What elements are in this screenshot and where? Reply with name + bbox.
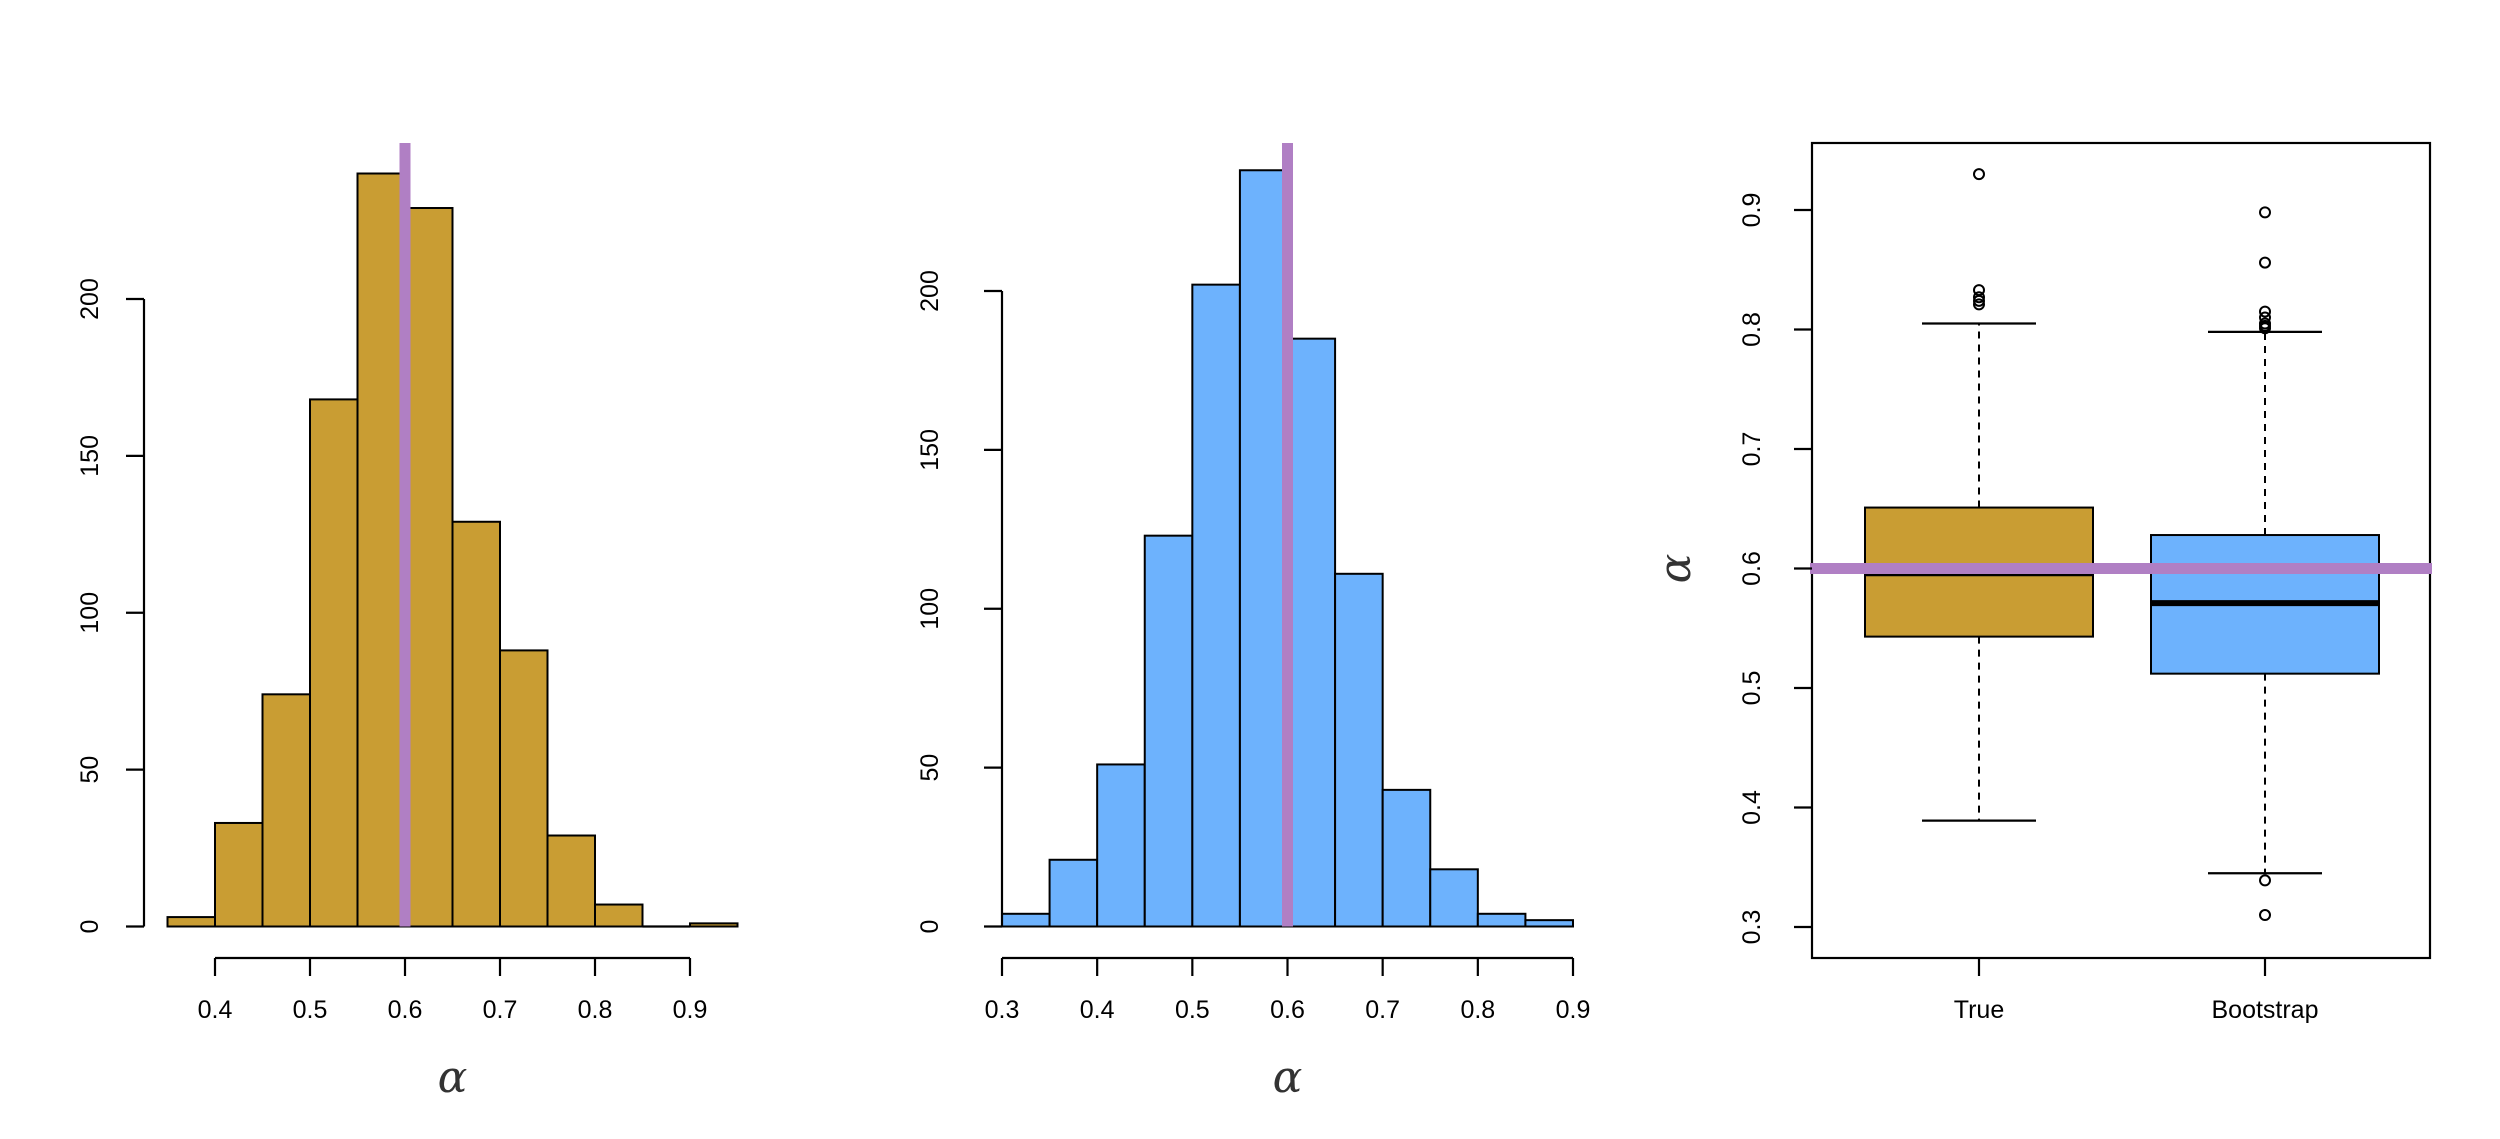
true-distribution-histogram: 0.4 0.5 0.6 0.7 0.8 0.9 0 50 100 150 200 α — [76, 143, 739, 1103]
histogram-bar — [451, 520, 501, 928]
y-tick-label: 0.8 — [1738, 312, 1766, 347]
histogram-bar — [546, 834, 596, 928]
y-tick-label: 0 — [916, 920, 944, 934]
y-tick-label: 0.4 — [1738, 790, 1766, 825]
y-tick-label: 200 — [76, 278, 104, 320]
x-tick-label: 0.8 — [578, 996, 613, 1024]
histogram-bar — [1429, 868, 1479, 928]
y-tick-label: 0.3 — [1738, 910, 1766, 945]
bootstrap-distribution-histogram: 0.3 0.4 0.5 0.6 0.7 0.8 0.9 0 50 100 150 200 α — [916, 143, 1590, 1103]
y-tick-label: 100 — [916, 588, 944, 630]
outlier-point — [2259, 317, 2271, 330]
outlier-point — [1973, 298, 1985, 311]
histogram-bar — [1048, 858, 1099, 928]
x-tick-label: 0.7 — [1365, 996, 1400, 1024]
y-tick-label: 0.6 — [1738, 551, 1766, 586]
histogram-bar — [1476, 912, 1527, 928]
boxplot-true — [1864, 168, 2094, 822]
histogram-bar — [1143, 534, 1194, 928]
outlier-point — [2259, 909, 2271, 922]
x-tick-label: 0.4 — [1080, 996, 1115, 1024]
histogram-bar — [594, 903, 644, 928]
histogram-bar — [1001, 912, 1051, 928]
histogram-bar — [1191, 283, 1241, 928]
histogram-bar — [166, 916, 216, 928]
y-axis-title: α — [1650, 554, 1701, 584]
x-axis-title: α — [438, 1052, 468, 1103]
y-tick-label: 150 — [76, 435, 104, 477]
x-tick-label: 0.5 — [293, 996, 328, 1024]
y-tick-label: 0.5 — [1738, 671, 1766, 706]
y-tick-label: 0.7 — [1738, 432, 1766, 467]
boxplot-bootstrap — [2150, 206, 2380, 922]
histogram-bar — [689, 922, 739, 928]
x-tick-label: 0.9 — [673, 996, 708, 1024]
outlier-point — [2259, 206, 2271, 219]
histogram-bar — [1286, 337, 1337, 928]
histogram-bar — [404, 207, 454, 928]
y-tick-label: 50 — [76, 756, 104, 784]
x-tick-label: 0.7 — [483, 996, 518, 1024]
x-tick-label: 0.6 — [388, 996, 423, 1024]
y-tick-label: 0.9 — [1738, 193, 1766, 228]
outlier-point — [2259, 305, 2271, 318]
y-tick-label: 100 — [76, 592, 104, 634]
category-label: True — [1954, 996, 2004, 1024]
outlier-point — [1973, 291, 1985, 304]
x-tick-label: 0.6 — [1270, 996, 1305, 1024]
histogram-bar — [1381, 788, 1432, 928]
x-tick-label: 0.3 — [985, 996, 1020, 1024]
x-tick-label: 0.5 — [1175, 996, 1210, 1024]
x-axis-title: α — [1273, 1052, 1303, 1103]
y-tick-label: 0 — [76, 920, 104, 934]
y-tick-label: 200 — [916, 270, 944, 312]
outlier-point — [1973, 284, 1985, 297]
outlier-point — [2259, 874, 2271, 887]
y-tick-label: 150 — [916, 429, 944, 471]
histogram-bar — [1334, 572, 1384, 928]
histogram-bar — [499, 649, 549, 928]
alpha-boxplot-comparison: 0.3 0.4 0.5 0.6 0.7 0.8 0.9 True Bootstrap α — [1650, 141, 2432, 1024]
outlier-point — [1973, 168, 1985, 181]
histogram-bar — [356, 172, 406, 928]
outlier-point — [2259, 256, 2271, 269]
x-tick-label: 0.9 — [1556, 996, 1591, 1024]
category-label: Bootstrap — [2211, 996, 2318, 1024]
plot-frame — [1810, 141, 2432, 960]
histogram-bar — [261, 693, 311, 928]
histogram-bar — [309, 398, 359, 928]
x-tick-label: 0.8 — [1460, 996, 1495, 1024]
y-tick-label: 50 — [916, 754, 944, 782]
outlier-point — [2259, 311, 2271, 324]
histogram-bar — [1096, 763, 1146, 928]
histogram-bar — [1238, 169, 1289, 928]
histogram-bar — [1524, 919, 1574, 928]
x-tick-label: 0.4 — [198, 996, 233, 1024]
histogram-bar — [214, 821, 264, 928]
